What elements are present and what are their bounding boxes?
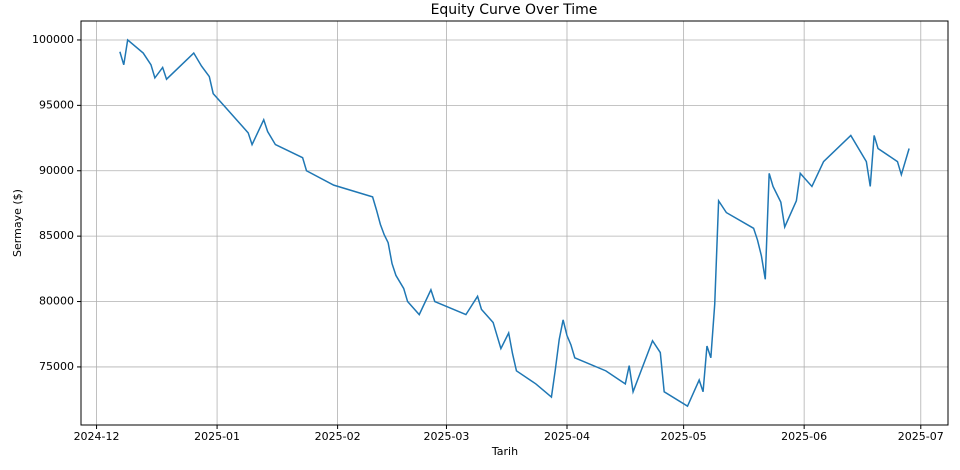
line	[119, 38, 910, 408]
y-axis-label: Sermaye ($)	[11, 189, 24, 257]
x-tick-label: 2025-03	[423, 430, 469, 443]
x-tick-label: 2024-12	[74, 430, 120, 443]
chart-title: Equity Curve Over Time	[431, 2, 598, 18]
x-tick-label: 2025-07	[898, 430, 944, 443]
y-tick-label: 75000	[39, 360, 74, 373]
x-tick-label: 2025-06	[781, 430, 827, 443]
x-tick-label: 2025-05	[661, 430, 707, 443]
plot-frame	[80, 20, 949, 426]
x-tick-label: 2025-02	[315, 430, 361, 443]
y-tick-label: 100000	[32, 33, 74, 46]
y-tick-label: 90000	[39, 164, 74, 177]
x-axis-label: Tarih	[491, 445, 518, 458]
x-tick-label: 2025-01	[194, 430, 240, 443]
y-tick-label: 95000	[39, 98, 74, 111]
x-tick-label: 2025-04	[544, 430, 590, 443]
y-tick-label: 85000	[39, 229, 74, 242]
y-tick-label: 80000	[39, 295, 74, 308]
